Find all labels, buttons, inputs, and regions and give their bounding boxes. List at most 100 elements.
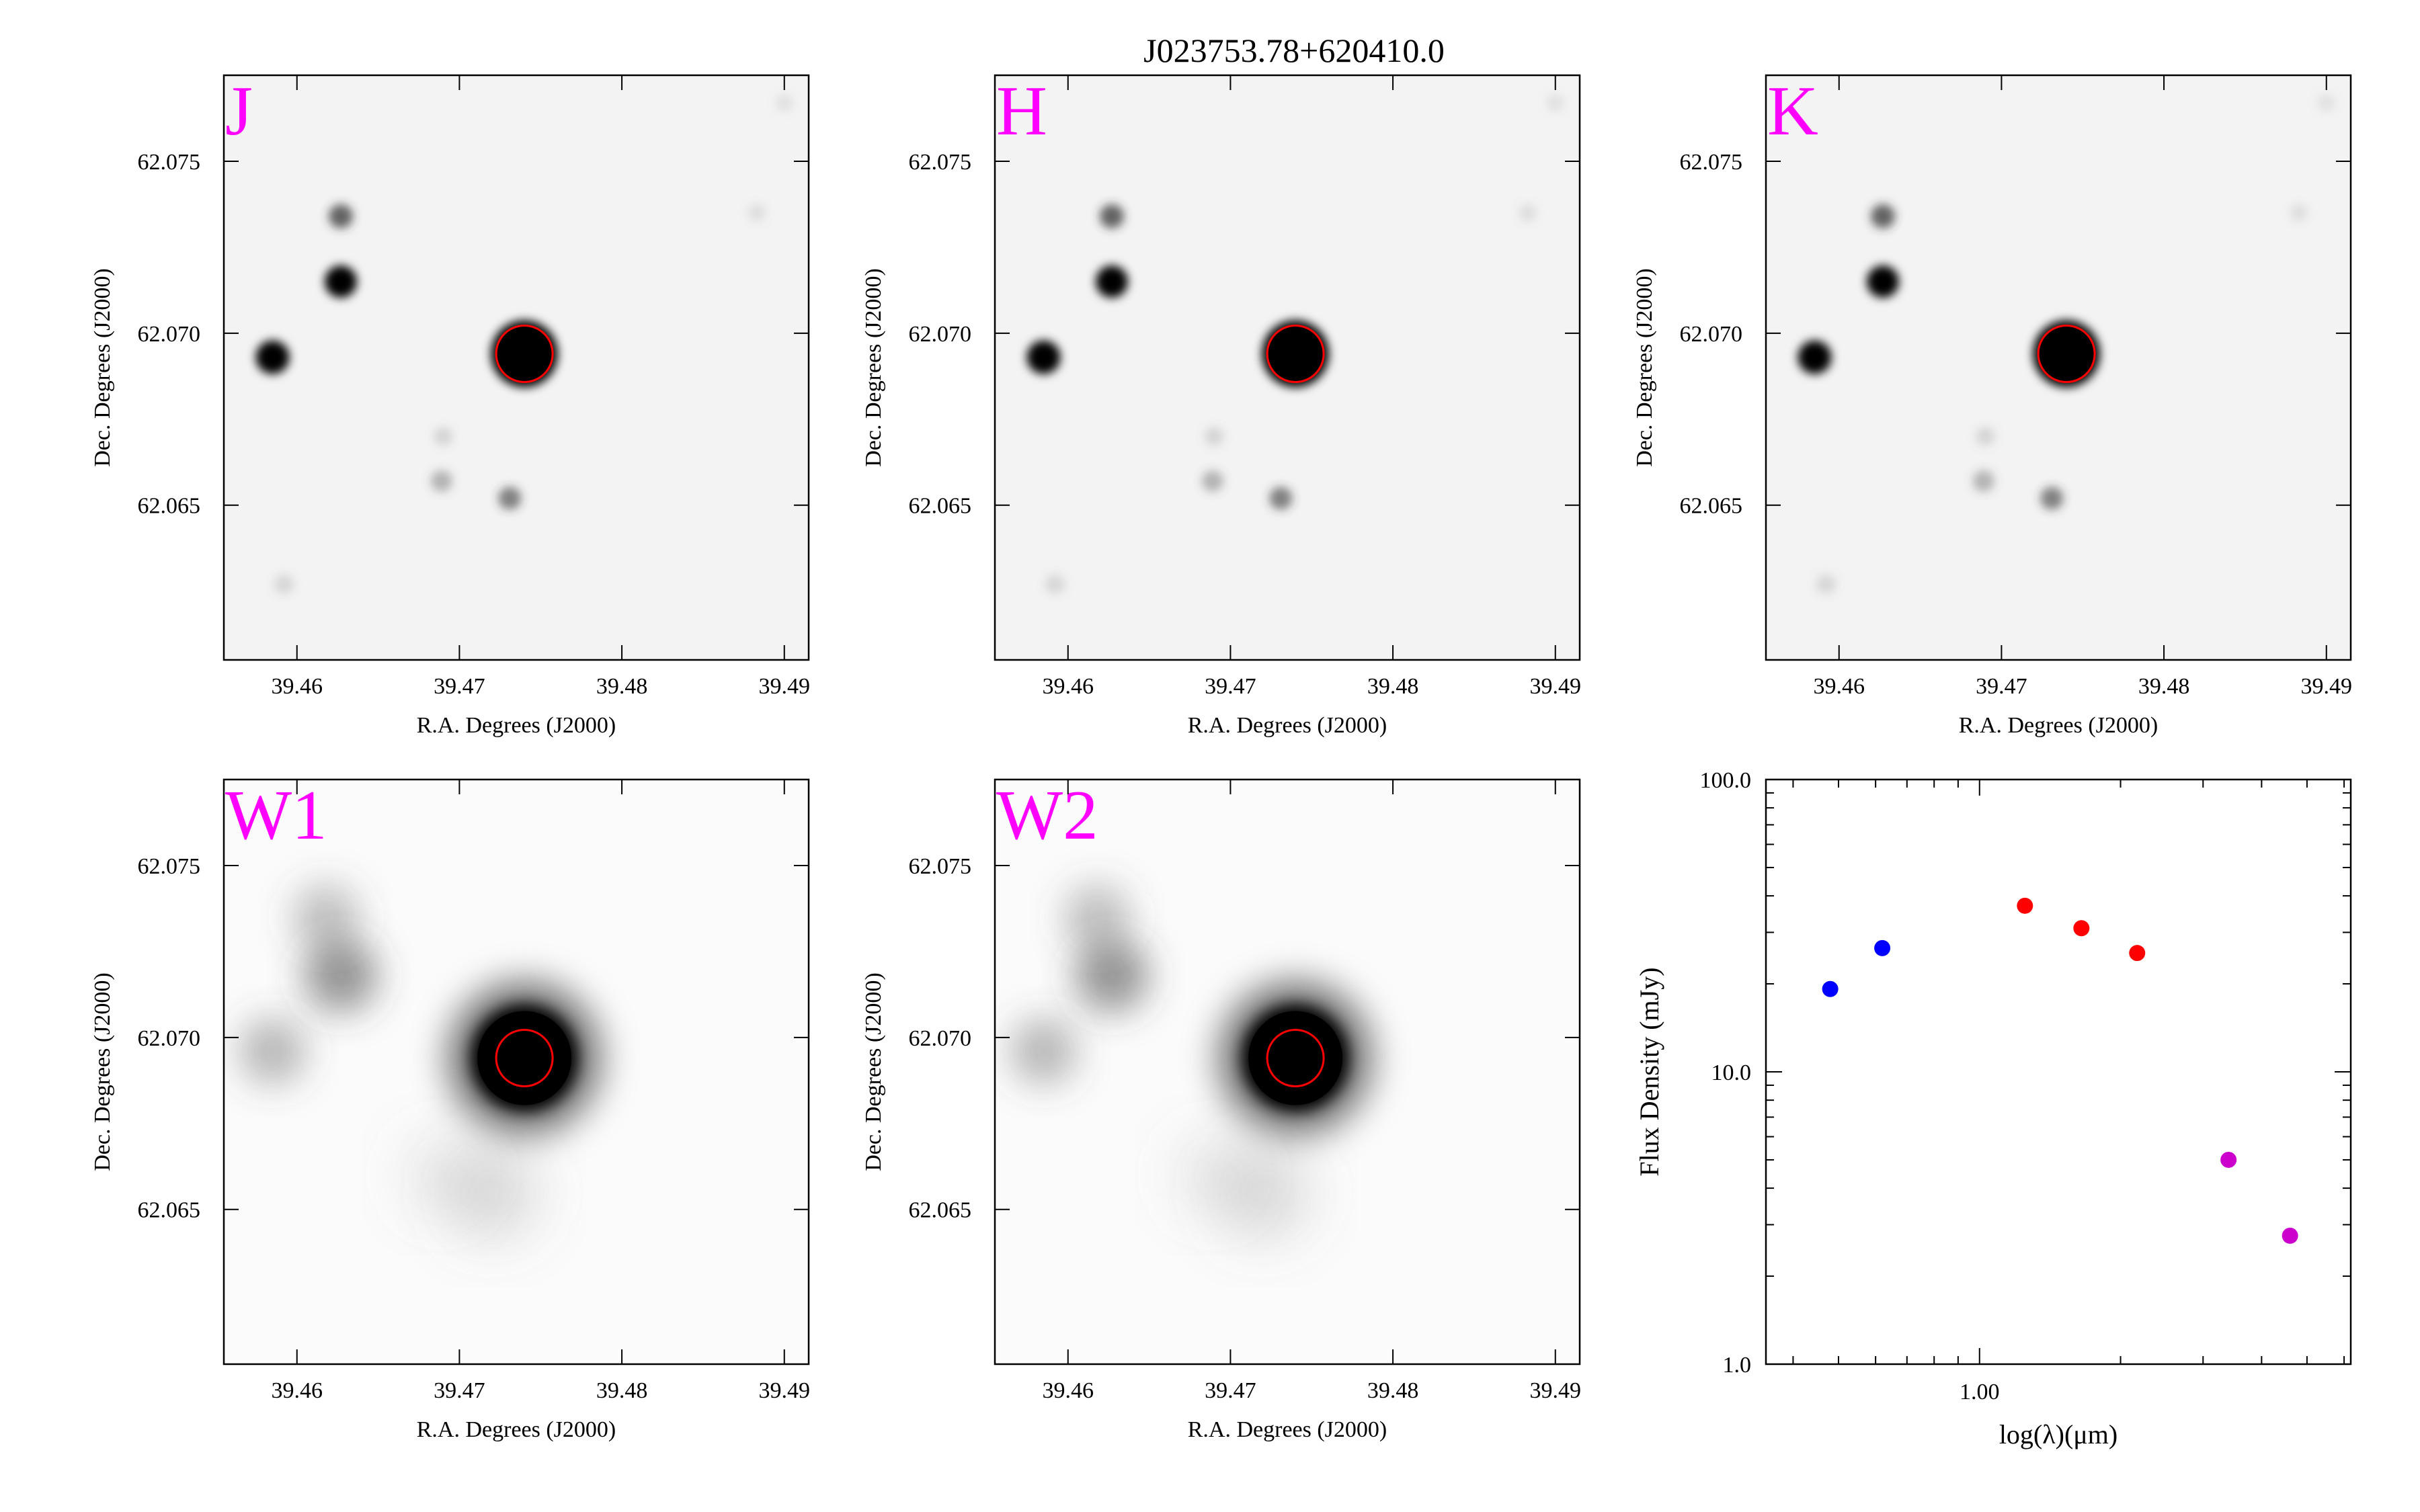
image-panel-j: J 39.46 39.47 39.48 39.49 62.075 62.070 62.065 R… — [90, 71, 810, 738]
star-source — [1096, 265, 1128, 298]
panel-frame — [1765, 74, 2352, 661]
x-tick-label: 1.00 — [1960, 1380, 2000, 1404]
star-source — [1174, 1134, 1255, 1216]
image-panel-w1: W1 39.46 39.47 39.48 39.49 62.075 62.070 62.065… — [90, 775, 810, 1442]
y-tick-label: 62.070 — [1680, 322, 1743, 347]
panel-frame — [994, 778, 1581, 1366]
star-source — [1871, 204, 1895, 228]
sed-data-point — [2073, 920, 2090, 937]
star-source — [1816, 574, 1837, 595]
x-tick-label: 39.46 — [1043, 1378, 1094, 1403]
target-source — [2038, 325, 2095, 382]
star-source — [1063, 883, 1131, 951]
star-source — [1798, 340, 1832, 374]
star-source — [1546, 93, 1564, 112]
sed-frame — [1765, 778, 2352, 1366]
y-tick-label: 62.070 — [909, 322, 972, 347]
x-tick-label: 39.48 — [596, 1378, 648, 1403]
x-tick-label: 39.46 — [1043, 674, 1094, 699]
star-field — [239, 883, 602, 1240]
target-source — [1248, 1011, 1343, 1105]
aperture-circle — [495, 1029, 554, 1088]
y-tick-label: 62.070 — [909, 1026, 972, 1051]
y-tick-label: 10.0 — [1711, 1060, 1752, 1085]
star-source — [1205, 427, 1224, 446]
star-source — [304, 938, 378, 1013]
star-source — [403, 1134, 484, 1216]
star-source — [1976, 427, 1995, 446]
x-tick-label: 39.47 — [1976, 674, 2027, 699]
aperture-circle — [2037, 325, 2096, 384]
y-axis-label: Flux Density (mJy) — [1634, 967, 1664, 1176]
x-axis-label: R.A. Degrees (J2000) — [1959, 713, 2159, 738]
x-tick-label: 39.49 — [2301, 674, 2353, 699]
star-source — [2317, 93, 2335, 112]
star-source — [255, 340, 290, 374]
x-tick-label: 39.47 — [1205, 1378, 1256, 1403]
x-axis-label: R.A. Degrees (J2000) — [1188, 713, 1387, 738]
band-label: W1 — [225, 775, 327, 854]
star-source — [2040, 487, 2064, 510]
star-field — [1798, 93, 2335, 595]
star-source — [1075, 938, 1149, 1013]
y-axis-label: Dec. Degrees (J2000) — [90, 268, 115, 467]
star-source — [498, 487, 522, 510]
y-axis-label: Dec. Degrees (J2000) — [1632, 268, 1657, 467]
x-axis-label: R.A. Degrees (J2000) — [1188, 1417, 1387, 1442]
star-field — [255, 93, 793, 595]
x-tick-label: 39.47 — [434, 674, 485, 699]
star-source — [239, 1017, 307, 1085]
sed-data-point — [2220, 1151, 2237, 1168]
star-source — [1269, 487, 1293, 510]
x-tick-label: 39.46 — [272, 1378, 323, 1403]
sed-data-point — [1822, 980, 1839, 997]
star-source — [292, 883, 360, 951]
star-source — [1045, 574, 1065, 595]
star-source — [1026, 340, 1061, 374]
y-tick-label: 1.0 — [1723, 1353, 1752, 1378]
x-axis-label: R.A. Degrees (J2000) — [417, 713, 616, 738]
star-source — [1010, 1017, 1078, 1085]
panel-frame — [223, 74, 810, 661]
y-tick-label: 62.075 — [1680, 150, 1743, 175]
star-field — [1010, 883, 1373, 1240]
image-panel-h: H 39.46 39.47 39.48 39.49 62.075 62.070 62.065 R… — [861, 71, 1581, 738]
star-source — [775, 93, 793, 112]
sed-data-point — [1874, 939, 1891, 956]
band-label: H — [996, 71, 1047, 150]
image-panel-w2: W2 39.46 39.47 39.48 39.49 62.075 62.070 62.065… — [861, 775, 1581, 1442]
y-tick-label: 62.065 — [909, 1198, 972, 1223]
star-source — [1972, 470, 1994, 492]
image-panel-k: K 39.46 39.47 39.48 39.49 62.075 62.070 62.065 R… — [1632, 71, 2352, 738]
band-label: K — [1767, 71, 1818, 150]
y-axis-label: Dec. Degrees (J2000) — [90, 972, 115, 1171]
x-axis-label: log(λ)(μm) — [1999, 1419, 2118, 1450]
y-tick-label: 100.0 — [1700, 768, 1752, 793]
band-label: J — [225, 71, 253, 150]
x-tick-label: 39.49 — [1530, 674, 1582, 699]
y-tick-label: 62.065 — [138, 494, 201, 519]
star-source — [434, 427, 453, 446]
y-tick-label: 62.070 — [138, 322, 201, 347]
target-source — [496, 325, 553, 382]
star-source — [748, 204, 766, 222]
x-tick-label: 39.49 — [1530, 1378, 1582, 1403]
aperture-circle — [495, 325, 554, 384]
sed-data-point — [2017, 897, 2033, 914]
y-axis-label: Dec. Degrees (J2000) — [861, 268, 886, 467]
y-tick-label: 62.070 — [138, 1026, 201, 1051]
star-source — [1100, 204, 1124, 228]
star-source — [1201, 470, 1223, 492]
x-tick-label: 39.48 — [1367, 1378, 1419, 1403]
y-axis-label: Dec. Degrees (J2000) — [861, 972, 886, 1171]
panel-frame — [223, 778, 810, 1366]
y-tick-label: 62.065 — [138, 1198, 201, 1223]
x-tick-label: 39.49 — [759, 1378, 811, 1403]
x-tick-label: 39.48 — [596, 674, 648, 699]
star-source — [274, 574, 294, 595]
y-tick-label: 62.075 — [909, 854, 972, 879]
panel-frame — [994, 74, 1581, 661]
target-source — [1267, 325, 1324, 382]
x-tick-label: 39.46 — [1814, 674, 1865, 699]
target-source — [477, 1011, 572, 1105]
